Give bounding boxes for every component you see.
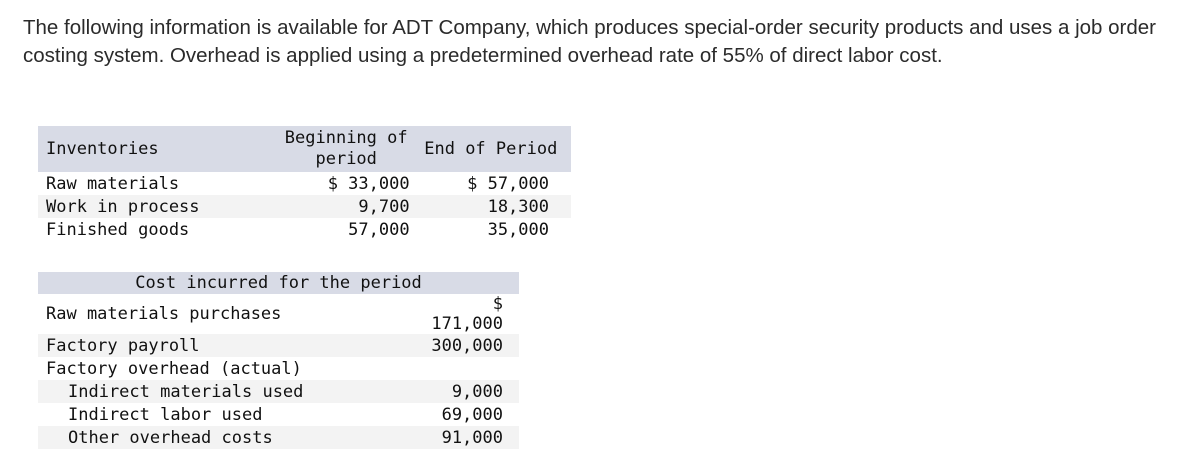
row-label: Finished goods xyxy=(46,219,190,240)
row-value: 69,000 xyxy=(441,404,503,425)
table-row: Finished goods 57,000 35,000 xyxy=(38,218,571,241)
row-label: Factory payroll xyxy=(46,335,200,356)
table-row: Raw materials purchases $ 171,000 xyxy=(38,294,519,334)
row-label: Work in process xyxy=(46,196,200,217)
row-value xyxy=(428,357,519,380)
row-label: Raw materials purchases xyxy=(46,304,282,324)
row-label: Raw materials xyxy=(46,173,180,194)
beginning-value: 9,700 xyxy=(358,196,410,217)
row-label: Factory overhead (actual) xyxy=(46,358,302,379)
row-value: 9,000 xyxy=(451,381,503,402)
table-row: Raw materials $ 33,000 $ 57,000 xyxy=(38,172,571,195)
beginning-of-period-header: Beginning of period xyxy=(284,128,408,169)
inventories-header-row: Inventories Beginning of period End of P… xyxy=(38,126,571,172)
problem-statement: The following information is available f… xyxy=(23,16,1156,67)
inventories-header-label: Inventories xyxy=(46,139,159,159)
table-row: Work in process 9,700 18,300 xyxy=(38,195,571,218)
costs-header-row: Cost incurred for the period xyxy=(38,272,519,294)
costs-header: Cost incurred for the period xyxy=(135,273,422,293)
table-row: Indirect materials used 9,000 xyxy=(38,380,519,403)
beginning-value: 57,000 xyxy=(348,219,410,240)
table-row: Other overhead costs 91,000 xyxy=(38,426,519,449)
inventories-table: Inventories Beginning of period End of P… xyxy=(38,126,571,241)
table-row: Factory overhead (actual) xyxy=(38,357,519,380)
table-row: Indirect labor used 69,000 xyxy=(38,403,519,426)
row-value: 300,000 xyxy=(431,335,503,356)
end-value: 18,300 xyxy=(487,196,549,217)
end-value: $ 57,000 xyxy=(467,173,549,194)
end-of-period-header: End of Period xyxy=(424,139,558,159)
row-label: Indirect labor used xyxy=(68,404,263,425)
beginning-value: $ 33,000 xyxy=(327,173,410,194)
table-row: Factory payroll 300,000 xyxy=(38,334,519,357)
row-value: $ 171,000 xyxy=(431,294,503,334)
row-value: 91,000 xyxy=(441,427,503,448)
end-value: 35,000 xyxy=(487,219,549,240)
costs-table: Cost incurred for the period Raw materia… xyxy=(38,272,519,449)
row-label: Other overhead costs xyxy=(68,427,273,448)
row-label: Indirect materials used xyxy=(68,381,304,402)
